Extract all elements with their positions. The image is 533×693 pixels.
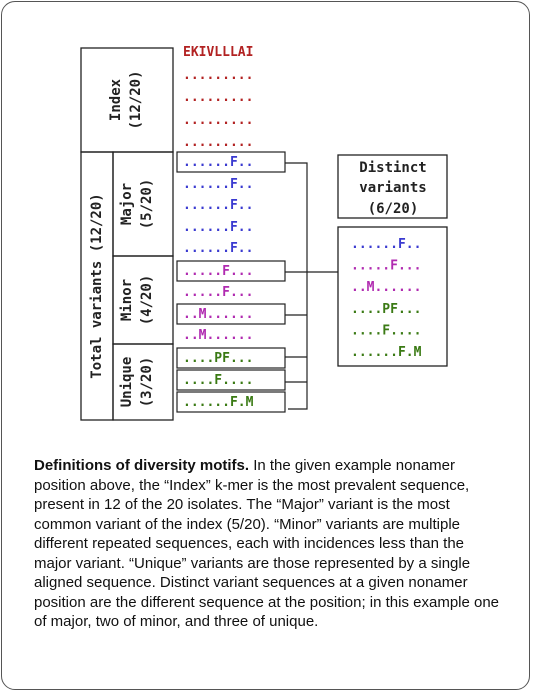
sequence-major: ......F.. (183, 220, 253, 235)
aligned-sequences: EKIVLLLAI...............................… (176, 45, 286, 413)
sequence-unique: ....F.... (183, 373, 253, 388)
sequence-index: ......... (183, 113, 253, 128)
connector-lines (285, 162, 338, 410)
minor-count-label: (4/20) (139, 275, 155, 326)
sequence-minor: ..M...... (183, 328, 253, 343)
index-label: Index (108, 78, 124, 121)
sequence-minor: .....F... (183, 285, 253, 300)
distinct-sequence-unique: ....PF... (351, 302, 421, 317)
distinct-variants-list-box (337, 226, 448, 367)
index-count-label: (12/20) (128, 70, 144, 129)
sequence-unique: ......F.M (183, 395, 254, 410)
figure-caption: Definitions of diversity motifs. In the … (34, 456, 504, 632)
distinct-sequence-unique: ....F.... (351, 323, 421, 338)
sequence-minor: ..M...... (183, 307, 253, 322)
distinct-sequence-major: ......F.. (351, 237, 421, 252)
variants-label: variants (359, 180, 426, 196)
caption-title: Definitions of diversity motifs. (34, 457, 250, 474)
diversity-motif-diagram: Index (12/20) Total variants (12/20) Maj… (80, 45, 448, 421)
distinct-sequence-minor: ..M...... (351, 280, 421, 295)
sequence-highlight-box (176, 151, 286, 173)
sequence-highlight-box (176, 391, 286, 413)
unique-count-label: (3/20) (139, 357, 155, 408)
sequence-highlight-box (176, 303, 286, 325)
sequence-highlight-box (176, 369, 286, 391)
caption-body: In the given example nonamer position ab… (34, 457, 500, 630)
distinct-sequence-unique: ......F.M (351, 345, 422, 360)
sequence-index: ......... (183, 90, 253, 105)
index-label-box (80, 47, 174, 153)
sequence-index: ......... (183, 68, 253, 83)
sequence-highlight-box (176, 260, 286, 282)
sequence-index: EKIVLLLAI (183, 45, 253, 60)
total-variants-label: Total variants (12/20) (89, 193, 105, 378)
sequence-major: ......F.. (183, 155, 253, 170)
distinct-count-label: (6/20) (368, 201, 419, 217)
sequence-minor: .....F... (183, 264, 253, 279)
major-label: Major (119, 183, 135, 225)
sequence-index: ......... (183, 135, 253, 150)
unique-label: Unique (119, 357, 135, 408)
sequence-unique: ....PF... (183, 351, 253, 366)
sequence-major: ......F.. (183, 177, 253, 192)
sequence-major: ......F.. (183, 198, 253, 213)
distinct-sequence-minor: .....F... (351, 259, 421, 274)
distinct-variants-header-box (337, 154, 448, 219)
major-count-label: (5/20) (139, 179, 155, 230)
minor-label: Minor (119, 279, 135, 321)
distinct-variant-sequences: ......F.. .....F... ..M...... ....PF.......… (351, 237, 422, 360)
sequence-major: ......F.. (183, 241, 253, 256)
sequence-highlight-box (176, 347, 286, 369)
unique-label-box (112, 343, 174, 421)
distinct-label: Distinct (359, 160, 426, 176)
